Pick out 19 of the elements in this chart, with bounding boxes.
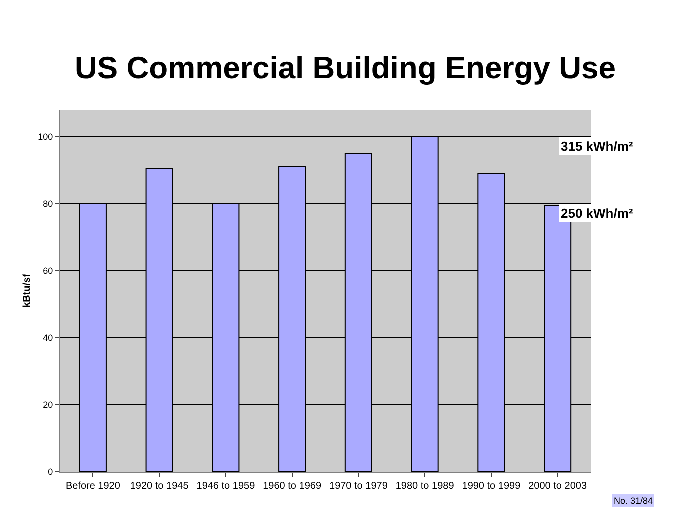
x-tick-label: 1990 to 1999 (462, 481, 522, 492)
y-tick-label: 20 (43, 400, 54, 410)
y-tick-label: 80 (43, 199, 54, 209)
annotation: 315 kWh/m² (561, 139, 634, 154)
y-tick-label: 40 (43, 333, 54, 344)
y-tick-label: 100 (38, 132, 54, 142)
x-tick-label: 1980 to 1989 (396, 481, 455, 492)
y-tick-label: 0 (48, 467, 54, 478)
x-tick-label: 1960 to 1969 (263, 481, 322, 492)
x-tick-label: Before 1920 (66, 481, 121, 492)
x-tick-label: 1970 to 1979 (329, 481, 388, 492)
annotation: 250 kWh/m² (561, 206, 634, 221)
x-tick-label: 1920 to 1945 (130, 481, 190, 492)
x-tick-label: 1946 to 1959 (196, 481, 256, 492)
text: No. 31/84 (614, 496, 654, 506)
x-tick-label: 2000 to 2003 (528, 481, 588, 492)
chart-title: US Commercial Building Energy Use (75, 50, 616, 86)
y-tick-label: 60 (43, 266, 54, 276)
y-axis-title: kBtu/sf (22, 273, 33, 308)
